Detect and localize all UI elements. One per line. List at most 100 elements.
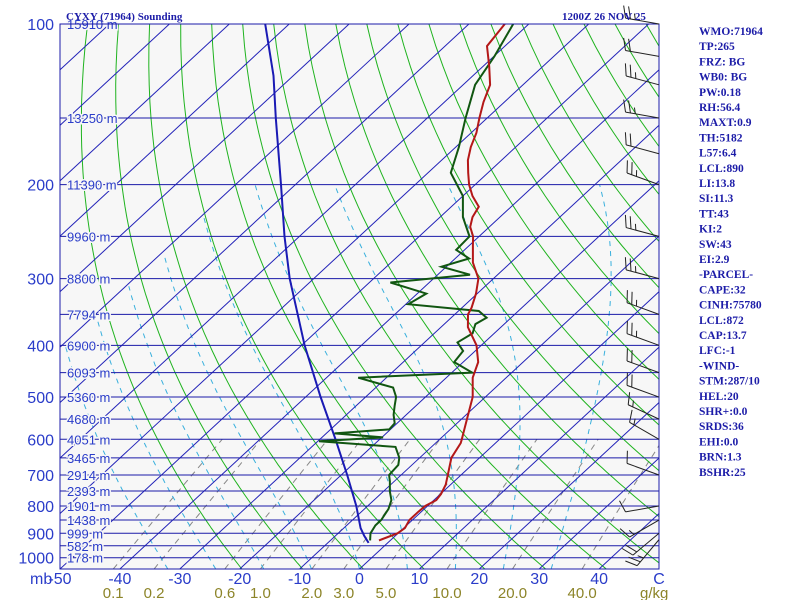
height-label: 5360 m: [67, 390, 110, 405]
wind-barb: [621, 532, 660, 556]
pressure-tick-label: 800: [27, 499, 54, 516]
isotherm: [60, 24, 530, 459]
index-value: L57:6.4: [699, 148, 737, 160]
height-label: 1438 m: [67, 513, 110, 528]
wind-barb-half-flag: [633, 13, 636, 20]
mixing-ratio-line: [512, 439, 599, 569]
sounding-time: 1200Z 26 NOV 25: [562, 11, 646, 23]
wind-barb: [626, 450, 660, 476]
wind-barb-flag: [621, 548, 634, 556]
mixing-ratio-line: [385, 438, 481, 569]
height-label: 3465 m: [67, 451, 110, 466]
wind-barb-flag: [624, 214, 627, 228]
height-label: 1901 m: [67, 499, 110, 514]
wind-barb-shaft: [626, 462, 660, 476]
wind-barb-shaft: [625, 17, 660, 25]
index-value: BSHR:25: [699, 467, 746, 479]
dry-adiabat: [211, 24, 486, 569]
wind-barb: [623, 5, 660, 25]
index-value: EHI:0.0: [699, 436, 739, 448]
index-value: LCL:890: [699, 163, 744, 175]
wind-barb: [626, 372, 660, 398]
index-value: SRDS:36: [699, 421, 744, 433]
wind-barb-shaft: [625, 49, 660, 57]
height-label: 13250 m: [67, 111, 118, 126]
wind-barb-flag: [628, 100, 631, 114]
wind-barb: [629, 409, 660, 440]
sounding-profiles: [264, 24, 515, 544]
wind-barb: [619, 500, 660, 513]
dry-adiabat: [335, 24, 659, 518]
index-value: PW:0.18: [699, 87, 741, 99]
dry-adiabat: [770, 24, 800, 569]
pressure-tick-label: 700: [27, 468, 54, 485]
pressure-tick-label: 600: [27, 432, 54, 449]
mixing-ratio-label: 0.1: [103, 585, 124, 600]
height-label: 11390 m: [67, 178, 117, 193]
wind-barb-flag: [629, 133, 632, 147]
isotherm: [0, 24, 50, 569]
wind-barb-flag: [624, 63, 627, 77]
wind-barb-half-flag: [632, 400, 634, 407]
index-value: TT:43: [699, 208, 729, 220]
dry-adiabat: [180, 24, 425, 569]
index-value: CAPE:32: [699, 284, 746, 296]
pressure-tick-label: 1000: [18, 551, 54, 568]
mixing-ratio-label: 40.0: [568, 585, 597, 600]
isotherm: [60, 24, 470, 404]
dry-adiabat: [273, 24, 607, 569]
dry-adiabat: [459, 24, 659, 335]
mixing-ratio-line: [112, 438, 223, 569]
dry-adiabat: [242, 24, 546, 569]
wind-barbs: [619, 5, 660, 567]
pressure-tick-label: 100: [27, 17, 54, 34]
mixing-ratio-line: [153, 438, 262, 569]
wind-barb-half-flag: [628, 529, 635, 535]
index-value: HEL:20: [699, 391, 739, 403]
height-label: 999 m: [67, 526, 103, 541]
wind-barb-flag: [623, 5, 627, 19]
temperature-tick-label: -40: [108, 571, 131, 588]
wind-barb-flag: [619, 528, 630, 538]
isotherm: [299, 235, 659, 569]
wind-barb-shaft: [629, 421, 660, 440]
height-label: 6093 m: [67, 366, 110, 381]
isobars: [60, 24, 659, 559]
wind-barb-flag: [628, 6, 631, 20]
parcel-trace: [264, 24, 370, 544]
index-value: BRN:1.3: [699, 452, 742, 464]
wind-barb-shaft: [636, 539, 660, 566]
height-label: 8800 m: [67, 272, 110, 287]
wind-barb-flag: [625, 560, 638, 567]
plot-frame: [59, 23, 660, 570]
index-value: TP:265: [699, 41, 735, 53]
wind-barb: [619, 519, 660, 538]
pressure-tick-label: 400: [27, 338, 54, 355]
temperature-tick-label: 30: [530, 571, 548, 588]
isotherm: [119, 69, 659, 569]
wind-barb-shaft: [626, 384, 660, 398]
temperature-tick-label: 0: [355, 571, 364, 588]
isotherms: [0, 24, 659, 569]
mixing-ratio-line: [260, 438, 362, 569]
index-value: RH:56.4: [699, 102, 740, 114]
temperature-tick-label: -10: [288, 571, 311, 588]
wind-barb: [626, 290, 660, 315]
moist-adiabat: [128, 286, 265, 569]
height-label: 6900 m: [67, 338, 110, 353]
moist-adiabat: [95, 314, 217, 569]
index-value: EI:2.9: [699, 254, 730, 266]
mixing-ratio-label: 10.0: [432, 585, 461, 600]
isotherm: [60, 24, 410, 348]
wind-barb-flag: [625, 544, 638, 553]
dewpoint-trace: [318, 24, 515, 541]
wind-barb-shaft: [632, 532, 660, 556]
wind-barb-shaft: [626, 144, 660, 155]
mixing-ratio-unit: g/kg: [640, 585, 668, 600]
dry-adiabat: [115, 24, 303, 569]
wind-barb: [623, 37, 660, 57]
isotherm: [239, 180, 659, 569]
wind-barb-half-flag: [637, 555, 644, 559]
dry-adiabat: [397, 24, 659, 426]
